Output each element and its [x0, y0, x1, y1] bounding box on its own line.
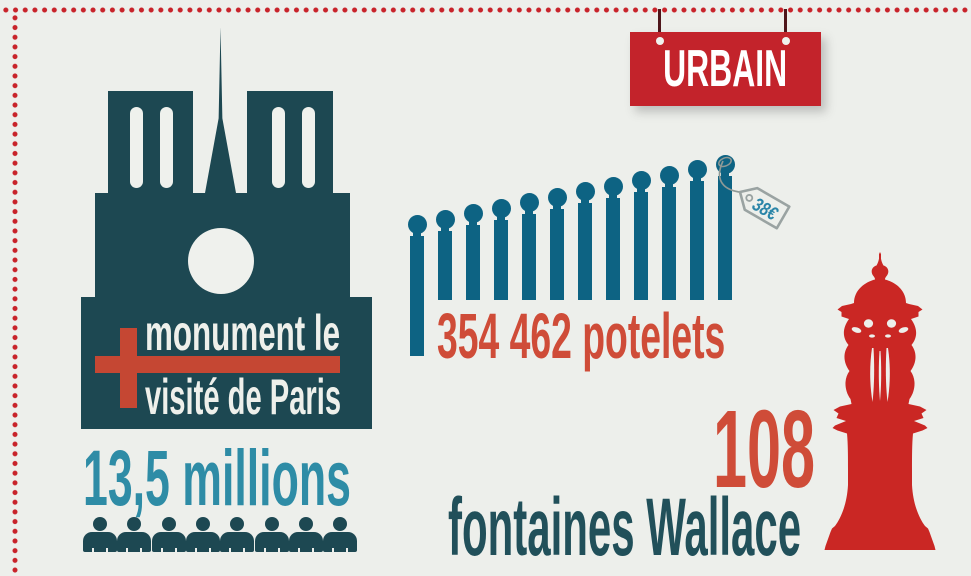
tower-window	[160, 107, 173, 188]
spire-shape	[205, 27, 236, 193]
sign-string-left	[658, 9, 661, 39]
person-icon	[255, 517, 289, 552]
bollard-icon	[463, 204, 483, 300]
bollards-stat: 354 462 potelets	[437, 300, 726, 372]
bollard-icon	[631, 171, 651, 300]
person-icon	[186, 517, 220, 552]
bollard-icon	[575, 182, 595, 300]
bollard-icon	[435, 210, 455, 300]
tower-window	[302, 107, 315, 188]
visitors-count: 13,5 millions	[83, 433, 351, 522]
monument-caption-line1: monument le	[145, 305, 341, 361]
tag-string	[718, 160, 740, 193]
tower-window	[272, 107, 285, 188]
person-icon	[83, 517, 117, 552]
sign-hole-right	[782, 37, 790, 45]
bollard-icon	[547, 188, 567, 300]
bollard-icon	[659, 166, 679, 300]
dotted-border-top	[0, 7, 971, 13]
bollard-icon	[491, 199, 511, 300]
sign-string-right	[784, 9, 787, 39]
person-icon	[323, 517, 357, 552]
tower-window	[130, 107, 143, 188]
left-tower-shape	[108, 91, 193, 193]
right-tower-shape	[247, 91, 333, 193]
monument-caption-line2: visité de Paris	[145, 369, 342, 425]
price-tag-icon: 38€	[718, 156, 791, 230]
bollard-icon	[407, 215, 427, 356]
person-icon	[152, 517, 186, 552]
plus-icon-bar	[95, 356, 340, 373]
sign-title: URBAIN	[663, 40, 788, 98]
person-icon	[220, 517, 254, 552]
sign-hole-left	[656, 37, 664, 45]
bollard-icon	[603, 177, 623, 300]
rose-window-icon	[188, 228, 254, 294]
fountains-count: 108	[713, 388, 816, 511]
person-icon	[289, 517, 323, 552]
person-icon	[117, 517, 151, 552]
dotted-border-left	[12, 13, 18, 576]
bollard-icon	[519, 193, 539, 300]
fountains-label: fontaines Wallace	[448, 482, 802, 573]
wallace-fountain-icon	[824, 252, 936, 550]
bollard-icon	[687, 160, 707, 300]
